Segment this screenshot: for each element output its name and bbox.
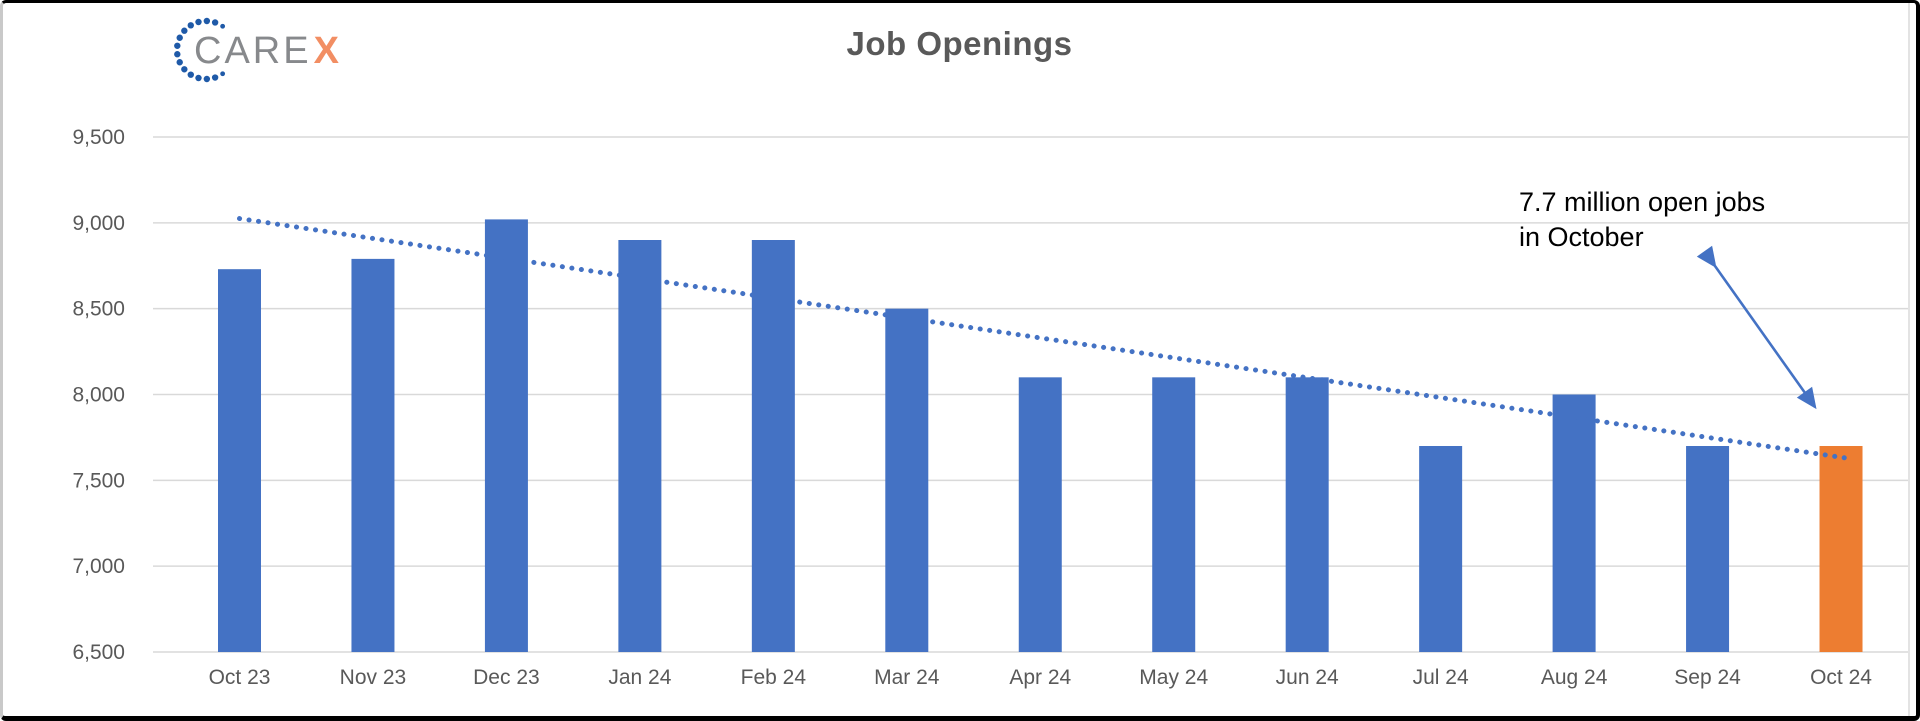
chart-title: Job Openings <box>846 25 1073 62</box>
logo-dot <box>187 71 194 78</box>
x-tick-apr-24: Apr 24 <box>1009 666 1071 689</box>
logo-dot <box>174 42 181 49</box>
y-tick-8,000: 8,000 <box>72 384 125 407</box>
bar-dec-23 <box>484 219 528 652</box>
bar-feb-24 <box>751 240 795 652</box>
logo-wordmark: CAREX <box>194 32 339 70</box>
logo-dot <box>181 27 188 34</box>
logo-dot <box>203 75 211 83</box>
logo-dot <box>211 74 219 81</box>
right-edge-divider <box>1908 3 1910 716</box>
trendline-dotted <box>237 216 1849 461</box>
x-tick-feb-24: Feb 24 <box>741 666 807 689</box>
x-tick-oct-23: Oct 23 <box>209 666 271 689</box>
x-tick-aug-24: Aug 24 <box>1541 666 1608 689</box>
carex-logo: CAREX <box>3 3 423 103</box>
logo-dot <box>174 51 181 58</box>
trendline <box>237 216 1849 461</box>
logo-dot <box>203 17 211 25</box>
logo-dot <box>181 66 188 73</box>
x-tick-jun-24: Jun 24 <box>1276 666 1339 689</box>
bar-nov-23 <box>351 258 395 652</box>
bar-oct-23 <box>218 269 261 652</box>
bar-jul-24 <box>1419 446 1463 652</box>
bar-oct-24 <box>1819 446 1863 652</box>
y-tick-9,500: 9,500 <box>72 126 125 149</box>
annotation-line2: in October <box>1519 222 1644 252</box>
annotation-line1: 7.7 million open jobs <box>1519 187 1765 217</box>
bar-aug-24 <box>1552 394 1596 652</box>
x-axis-labels: Oct 23 Nov 23 Dec 23 Jan 24 Feb 24 Mar 24 Apr … <box>209 666 1873 689</box>
logo-dot <box>220 71 226 77</box>
logo-dot <box>220 23 226 29</box>
annotation-arrow <box>1696 245 1817 410</box>
x-tick-jan-24: Jan 24 <box>608 666 671 689</box>
x-tick-nov-23: Nov 23 <box>340 666 407 689</box>
y-tick-9,000: 9,000 <box>72 212 125 235</box>
logo-dot <box>211 19 219 26</box>
bar-chart: 9,500 9,000 8,500 8,000 7,500 7,000 6,500 Oct … <box>72 126 1908 689</box>
x-tick-dec-23: Dec 23 <box>473 666 540 689</box>
logo-dot <box>176 59 183 66</box>
logo-dot <box>195 74 202 82</box>
bar-may-24 <box>1152 377 1196 652</box>
bar-mar-24 <box>885 308 929 652</box>
y-tick-6,500: 6,500 <box>72 641 125 664</box>
logo-text-care: CARE <box>194 30 312 72</box>
x-tick-oct-24: Oct 24 <box>1810 666 1872 689</box>
logo-dot <box>195 18 202 26</box>
y-tick-7,500: 7,500 <box>72 469 125 492</box>
x-tick-jul-24: Jul 24 <box>1413 666 1469 689</box>
x-tick-sep-24: Sep 24 <box>1674 666 1741 689</box>
bar-jan-24 <box>618 240 662 652</box>
y-tick-8,500: 8,500 <box>72 298 125 321</box>
y-axis-labels: 9,500 9,000 8,500 8,000 7,500 7,000 6,500 <box>72 126 125 664</box>
logo-dotted-circle-icon <box>174 17 226 83</box>
bar-apr-24 <box>1018 377 1062 652</box>
y-tick-7,000: 7,000 <box>72 555 125 578</box>
x-tick-may-24: May 24 <box>1139 666 1208 689</box>
bar-sep-24 <box>1686 446 1730 652</box>
logo-dot <box>187 22 194 29</box>
x-tick-mar-24: Mar 24 <box>874 666 940 689</box>
logo-text-x: X <box>313 30 339 72</box>
logo-dot <box>176 34 183 41</box>
bars <box>218 219 1863 652</box>
bar-jun-24 <box>1285 377 1329 652</box>
